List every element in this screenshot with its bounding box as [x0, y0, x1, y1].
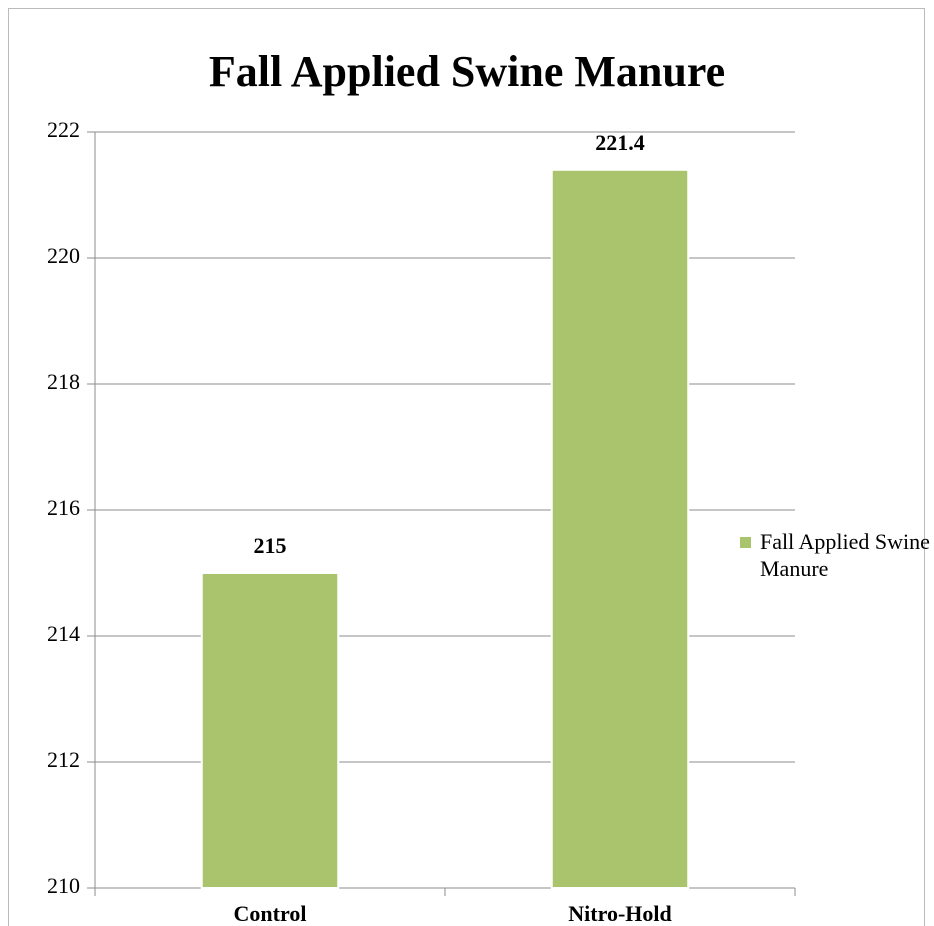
- data-label: 221.4: [595, 130, 645, 155]
- x-tick-label: Control: [234, 901, 307, 926]
- data-label: 215: [254, 533, 287, 558]
- bar: [550, 168, 690, 890]
- y-tick-label: 216: [47, 495, 80, 520]
- legend-label: Fall Applied Swine Manure: [760, 529, 930, 581]
- y-tick-label: 222: [47, 117, 80, 142]
- bar: [200, 572, 340, 889]
- y-tick-label: 220: [47, 243, 80, 268]
- y-tick-label: 210: [47, 873, 80, 898]
- y-tick-label: 212: [47, 747, 80, 772]
- chart-title: Fall Applied Swine Manure: [209, 47, 725, 96]
- chart-border: [8, 8, 925, 926]
- y-tick-label: 218: [47, 369, 80, 394]
- legend-swatch: [740, 537, 751, 548]
- x-tick-label: Nitro-Hold: [568, 901, 671, 926]
- y-tick-label: 214: [47, 621, 80, 646]
